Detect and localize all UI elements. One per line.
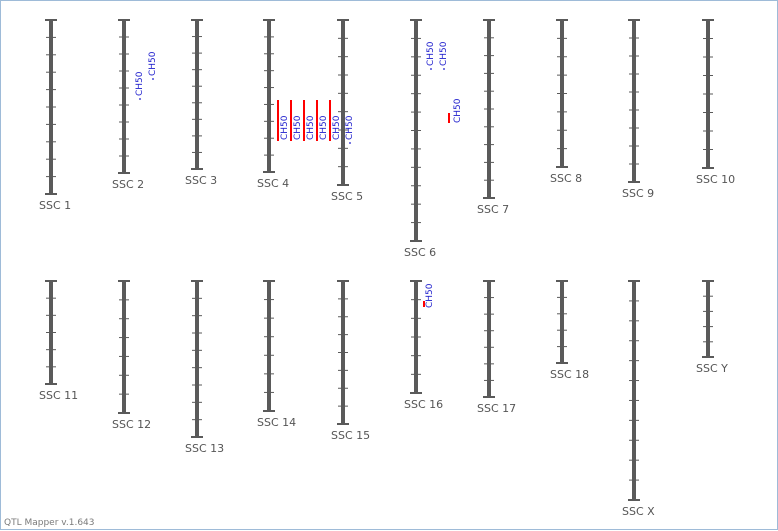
qtl-point xyxy=(430,68,432,70)
qtl-point xyxy=(443,68,445,70)
chromosome-ssc-14[interactable]: SSC 14 xyxy=(257,280,296,429)
chromosome-label: SSC 7 xyxy=(477,203,509,216)
chromosome-ssc-10[interactable]: SSC 10 xyxy=(696,19,735,186)
chromosome-label: SSC 15 xyxy=(331,429,370,442)
chromosome-ssc-9[interactable]: SSC 9 xyxy=(622,19,654,200)
chromosome-bar[interactable] xyxy=(195,20,199,169)
chromosome-bar[interactable] xyxy=(267,281,271,411)
chromosome-label: SSC 2 xyxy=(112,178,144,191)
chromosome-label: SSC 6 xyxy=(404,246,436,259)
version-label: QTL Mapper v.1.643 xyxy=(4,518,95,528)
chromosome-ssc-y[interactable]: SSC Y xyxy=(696,280,728,375)
qtl-label: CH50 xyxy=(439,41,449,66)
qtl-marker[interactable]: CH50 xyxy=(329,100,342,141)
chromosome-bar[interactable] xyxy=(267,20,271,172)
chromosome-bar[interactable] xyxy=(195,281,199,437)
chromosome-ssc-18[interactable]: SSC 18 xyxy=(550,280,589,381)
chromosome-label: SSC 16 xyxy=(404,398,443,411)
chromosome-ssc-x[interactable]: SSC X xyxy=(622,280,655,518)
qtl-marker[interactable]: CH50 xyxy=(426,41,436,70)
qtl-marker[interactable]: CH50 xyxy=(303,100,316,141)
chromosome-label: SSC 10 xyxy=(696,173,735,186)
chromosome-label: SSC 14 xyxy=(257,416,296,429)
qtl-point xyxy=(139,98,141,100)
chromosome-bar[interactable] xyxy=(487,281,491,397)
chromosome-label: SSC Y xyxy=(696,362,728,375)
chromosome-label: SSC 11 xyxy=(39,389,78,402)
chromosome-ssc-12[interactable]: SSC 12 xyxy=(112,280,151,431)
chromosome-label: SSC 13 xyxy=(185,442,224,455)
chromosome-ssc-1[interactable]: SSC 1 xyxy=(39,19,71,212)
qtl-marker[interactable]: CH50 xyxy=(148,51,158,80)
qtl-label: CH50 xyxy=(319,115,329,140)
qtl-marker[interactable]: CH50 xyxy=(277,100,290,141)
chromosome-label: SSC 3 xyxy=(185,174,217,187)
qtl-label: CH50 xyxy=(332,115,342,140)
chromosome-label: SSC 4 xyxy=(257,177,289,190)
chromosome-ssc-5[interactable]: SSC 5 CH50 xyxy=(331,19,363,203)
chromosome-ssc-17[interactable]: SSC 17 xyxy=(477,280,516,415)
qtl-marker[interactable]: CH50 xyxy=(345,115,355,144)
qtl-label: CH50 xyxy=(135,71,145,96)
qtl-label: CH50 xyxy=(425,283,435,308)
chromosome-bar[interactable] xyxy=(632,281,636,500)
chromosome-ssc-11[interactable]: SSC 11 xyxy=(39,280,78,402)
chromosome-bar[interactable] xyxy=(122,281,126,413)
qtl-marker[interactable]: CH50 xyxy=(135,71,145,100)
qtl-marker[interactable]: CH50 xyxy=(439,41,449,70)
chromosome-ssc-3[interactable]: SSC 3 xyxy=(185,19,217,187)
chromosome-label: SSC 8 xyxy=(550,172,582,185)
chromosome-bar[interactable] xyxy=(341,20,345,185)
chromosome-label: SSC 1 xyxy=(39,199,71,212)
qtl-marker[interactable]: CH50 xyxy=(316,100,329,141)
qtl-point xyxy=(152,78,154,80)
chromosome-label: SSC 17 xyxy=(477,402,516,415)
qtl-label: CH50 xyxy=(280,115,290,140)
chromosome-bar[interactable] xyxy=(122,20,126,173)
qtl-label: CH50 xyxy=(453,98,463,123)
chromosome-ssc-16[interactable]: SSC 16 CH50 xyxy=(404,280,443,411)
chromosome-label: SSC 5 xyxy=(331,190,363,203)
qtl-label: CH50 xyxy=(306,115,316,140)
qtl-point xyxy=(349,142,351,144)
chromosome-bar[interactable] xyxy=(560,281,564,363)
chromosome-label: SSC 18 xyxy=(550,368,589,381)
chromosome-label: SSC 12 xyxy=(112,418,151,431)
qtl-label: CH50 xyxy=(345,115,355,140)
qtl-label: CH50 xyxy=(293,115,303,140)
qtl-marker[interactable]: CH50 xyxy=(448,98,463,123)
qtl-marker[interactable]: CH50 xyxy=(423,283,435,308)
chromosome-ssc-13[interactable]: SSC 13 xyxy=(185,280,224,455)
chromosome-label: SSC 9 xyxy=(622,187,654,200)
chromosome-label: SSC X xyxy=(622,505,655,518)
qtl-marker[interactable]: CH50 xyxy=(290,100,303,141)
chromosome-ssc-7[interactable]: SSC 7 xyxy=(477,19,509,216)
chromosome-ssc-15[interactable]: SSC 15 xyxy=(331,280,370,442)
chromosome-bar[interactable] xyxy=(706,281,710,357)
chromosome-ssc-8[interactable]: SSC 8 xyxy=(550,19,582,185)
qtl-label: CH50 xyxy=(148,51,158,76)
qtl-label: CH50 xyxy=(426,41,436,66)
chromosome-bar[interactable] xyxy=(632,20,636,182)
